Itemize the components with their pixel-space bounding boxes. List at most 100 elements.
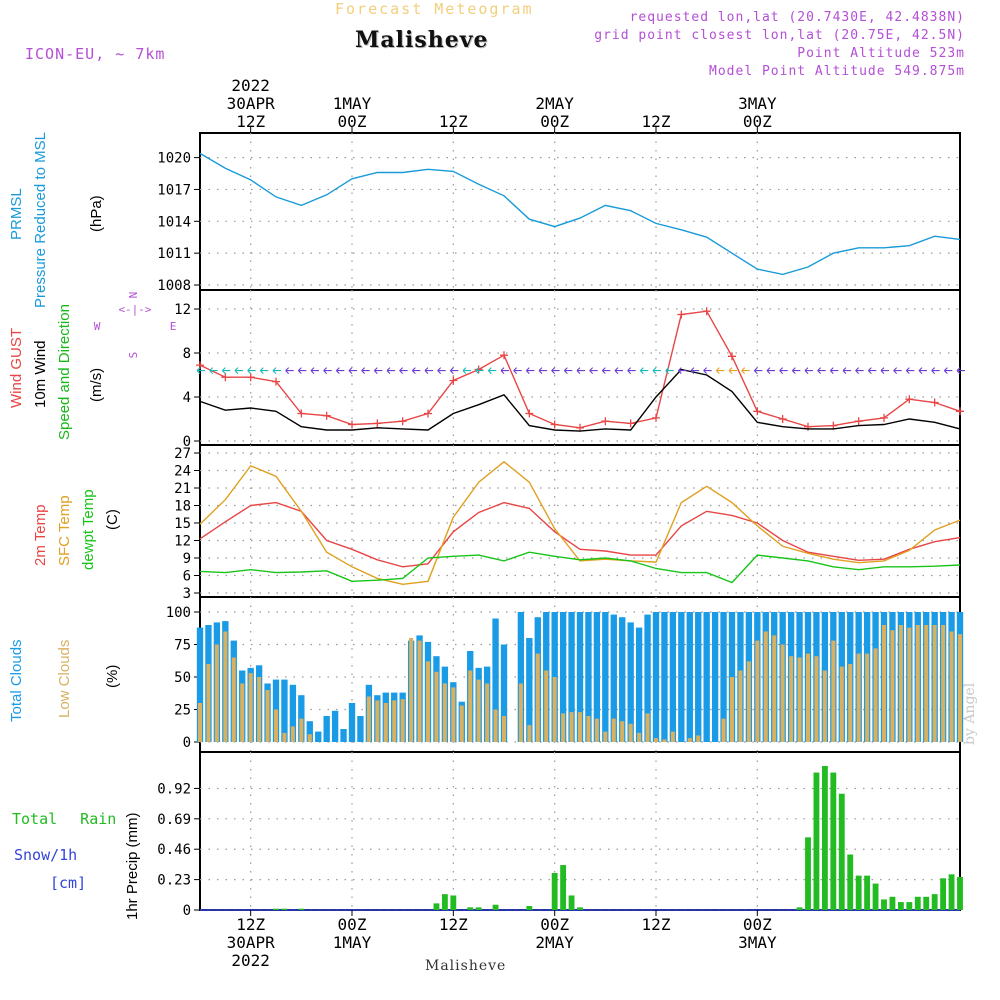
wind-direction-arrow (437, 367, 446, 374)
rain-bar (281, 908, 288, 910)
wind-direction-arrow (449, 367, 459, 374)
rain-bar (906, 902, 913, 910)
wind-direction-arrow (209, 367, 218, 374)
y-tick-label-precip: 0.46 (157, 842, 191, 858)
y-tick-label-precip: 0 (183, 903, 191, 919)
series-line-wind-1 (199, 368, 961, 432)
low-cloud-bar (248, 673, 253, 742)
low-cloud-bar (890, 630, 895, 742)
total-cloud-bar (686, 612, 693, 742)
total-cloud-bar (619, 617, 626, 742)
low-cloud-bar (527, 725, 532, 742)
wind-direction-arrow (285, 367, 294, 374)
rain-bar (273, 908, 279, 910)
low-cloud-bar (518, 683, 523, 742)
y-tick-label-clouds: 75 (174, 638, 191, 654)
low-cloud-bar (442, 683, 447, 742)
rain-bar (830, 772, 837, 910)
panel-frame-wind (199, 289, 961, 446)
low-cloud-bar (915, 625, 920, 742)
wind-direction-arrow (297, 367, 307, 374)
wind-direction-arrow (829, 367, 839, 374)
total-rain-label: Total Rain (12, 810, 117, 828)
low-cloud-bar (197, 703, 203, 742)
low-cloud-bar (206, 664, 211, 742)
low-cloud-bar (535, 653, 540, 742)
wind-direction-arrow (652, 367, 661, 374)
low-cloud-bar (366, 696, 371, 742)
wind-direction-arrow (335, 367, 345, 374)
gust-marker (348, 420, 356, 429)
gust-marker (398, 417, 407, 426)
total-cloud-bar (703, 612, 710, 742)
low-cloud-bar (814, 656, 819, 742)
low-cloud-bar (257, 677, 262, 742)
y-tick-label-precip: 0.69 (157, 812, 191, 828)
panel-frame-temperature (199, 444, 961, 598)
low-cloud-bar (282, 732, 287, 742)
gust-marker (322, 411, 331, 420)
low-cloud-bar (552, 677, 557, 742)
gust-marker (550, 420, 559, 429)
series-line-temperature-2 (199, 551, 961, 584)
wind-direction-arrow (601, 367, 611, 374)
wind-direction-arrow (880, 367, 889, 374)
top-time-label: 00Z (540, 112, 569, 131)
wind-direction-arrow (361, 367, 370, 374)
wind-direction-arrow (943, 367, 953, 374)
low-cloud-bar (865, 653, 870, 742)
wind-direction-arrow (272, 367, 281, 374)
wind-direction-arrow (563, 367, 573, 374)
low-cloud-bar (805, 653, 811, 742)
gust-marker (474, 365, 483, 374)
total-cloud-bar (323, 716, 330, 742)
wind-direction-arrow (323, 367, 332, 374)
low-cloud-bar (400, 699, 405, 742)
low-cloud-bar (569, 712, 574, 742)
rain-bar (551, 873, 558, 910)
gust-marker (626, 419, 635, 428)
wind-direction-arrow (310, 367, 319, 374)
y-tick-label-precip: 0.23 (157, 873, 191, 889)
rain-bar (838, 793, 845, 910)
low-cloud-bar (645, 713, 650, 742)
requested-coordinates: requested lon,lat (20.7430E, 42.4838N) (629, 10, 965, 25)
low-cloud-bar (586, 716, 591, 742)
top-time-label: 00Z (743, 112, 772, 131)
low-cloud-bar (755, 640, 760, 742)
compass-west: W (94, 320, 101, 333)
gust-marker (956, 407, 964, 416)
y-tick-label-temperature: 18 (174, 499, 191, 515)
rain-bar (433, 903, 440, 910)
rain-bar (568, 895, 575, 910)
y-tick-label-pressure: 1014 (157, 214, 191, 230)
bottom-time-label: 30APR (227, 933, 276, 952)
low-cloud-bar (417, 640, 422, 742)
low-cloud-bar (501, 716, 507, 742)
y-tick-label-pressure: 1011 (157, 246, 191, 262)
total-cloud-bar (627, 622, 634, 742)
low-cloud-bar (383, 703, 388, 742)
low-cloud-bar (907, 627, 912, 742)
gust-marker (500, 351, 508, 360)
y-tick-label-temperature: 21 (174, 481, 191, 497)
footer-location: Malisheve (425, 958, 507, 974)
wind-direction-arrow (627, 367, 636, 374)
wind-direction-arrow (399, 367, 408, 374)
gust-marker (272, 377, 280, 386)
gust-marker (854, 417, 863, 426)
gust-marker (728, 352, 736, 361)
rain-bar (855, 875, 862, 910)
low-cloud-bar (729, 677, 735, 742)
bottom-time-label: 1MAY (333, 933, 372, 952)
rain-bar (441, 894, 448, 910)
y-tick-label-clouds: 100 (166, 605, 191, 621)
gust-marker (246, 373, 255, 382)
rain-bar (813, 772, 820, 910)
low-cloud-bar (485, 683, 490, 742)
total-cloud-bar (357, 716, 364, 742)
low-cloud-bar (594, 718, 599, 742)
rain-bar (914, 896, 921, 910)
rain-bar (889, 896, 896, 910)
